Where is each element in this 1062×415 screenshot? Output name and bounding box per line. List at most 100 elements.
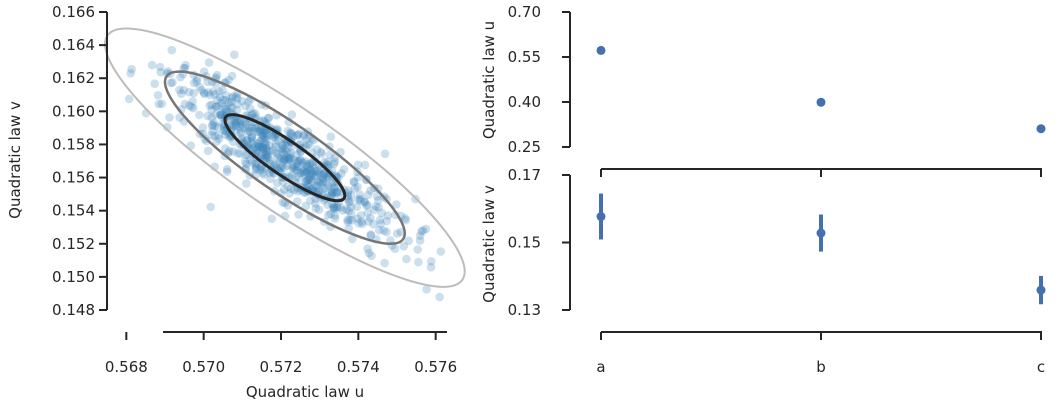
scatter-point	[199, 67, 209, 76]
scatter-point	[336, 203, 346, 212]
scatter-point	[203, 88, 213, 97]
scatter-point	[262, 143, 271, 153]
scatter-point	[376, 219, 386, 229]
scatter-point	[315, 178, 325, 187]
scatter-point	[179, 85, 188, 95]
scatter-point	[353, 214, 362, 223]
scatter-point	[353, 160, 363, 170]
scatter-point	[286, 153, 296, 163]
scatter-point	[283, 141, 293, 150]
v-by-category-panel: 0.17 0.15 0.13 a b c Quadratic law v	[480, 166, 1046, 376]
scatter-point	[303, 161, 312, 171]
scatter-point	[392, 229, 402, 238]
y-tick-label: 0.152	[52, 235, 95, 253]
scatter-point	[285, 153, 295, 163]
scatter-point	[262, 144, 271, 154]
scatter-point	[303, 139, 312, 149]
x-axis-title: Quadratic law u	[246, 383, 364, 401]
y-tick-label: 0.40	[508, 93, 541, 111]
scatter-point	[390, 244, 400, 253]
scatter-point	[280, 154, 290, 164]
scatter-point	[294, 162, 303, 171]
scatter-point	[181, 60, 190, 70]
scatter-point	[357, 217, 367, 226]
scatter-point	[347, 216, 357, 225]
scatter-point	[421, 224, 431, 234]
scatter-point	[231, 120, 241, 129]
scatter-point	[332, 187, 341, 197]
scatter-point	[236, 117, 246, 126]
scatter-point	[427, 257, 436, 266]
scatter-point	[212, 137, 221, 146]
scatter-point	[310, 163, 319, 173]
scatter-point	[280, 155, 290, 164]
scatter-point	[418, 226, 428, 235]
scatter-point	[214, 101, 223, 111]
scatter-point	[271, 139, 280, 148]
scatter-point	[127, 64, 136, 74]
scatter-point	[242, 159, 251, 168]
scatter-point	[257, 143, 267, 152]
scatter-point	[205, 90, 215, 100]
y-ticks: 0.148 0.150 0.152 0.154 0.156 0.158 0.160 0.162…	[52, 3, 107, 319]
scatter-point	[277, 140, 287, 149]
scatter-point	[210, 121, 219, 131]
scatter-point	[258, 125, 267, 135]
scatter-point	[348, 234, 357, 244]
scatter-point	[259, 170, 269, 180]
scatter-point	[218, 85, 227, 95]
u-y-ticks: 0.70 0.55 0.40 0.25	[508, 3, 570, 156]
scatter-point	[247, 133, 256, 143]
scatter-point	[258, 144, 267, 153]
scatter-point	[266, 174, 275, 184]
scatter-point	[290, 185, 299, 195]
scatter-point	[293, 157, 303, 166]
scatter-point	[208, 127, 217, 136]
scatter-point	[302, 134, 311, 144]
y-tick-label: 0.158	[52, 135, 95, 153]
scatter-point	[231, 92, 241, 102]
scatter-point	[269, 159, 279, 168]
scatter-point	[185, 101, 194, 110]
scatter-point	[206, 202, 215, 212]
scatter-point	[355, 190, 365, 199]
scatter-point	[218, 109, 227, 118]
scatter-point	[189, 78, 199, 88]
scatter-point	[312, 181, 322, 191]
scatter-point	[251, 124, 260, 133]
scatter-point	[265, 155, 275, 165]
scatter-point	[288, 132, 298, 141]
scatter-point	[278, 141, 288, 150]
scatter-point	[126, 69, 135, 78]
scatter-point	[283, 126, 293, 136]
scatter-point	[374, 225, 384, 235]
scatter-point	[311, 181, 321, 190]
scatter-point	[261, 140, 271, 149]
scatter-point	[279, 155, 289, 164]
scatter-point	[272, 178, 282, 188]
scatter-point	[175, 85, 184, 95]
scatter-point	[264, 152, 273, 162]
scatter-point	[294, 129, 304, 139]
scatter-point	[326, 191, 336, 200]
scatter-point	[240, 117, 250, 127]
scatter-point	[261, 134, 270, 143]
scatter-point	[251, 164, 261, 173]
scatter-point	[180, 99, 190, 109]
scatter-point	[436, 247, 446, 256]
scatter-point	[267, 130, 277, 140]
scatter-point	[233, 94, 242, 103]
scatter-point	[329, 202, 339, 211]
scatter-point	[277, 161, 287, 170]
scatter-point	[349, 177, 359, 186]
scatter-point	[371, 202, 381, 211]
scatter-point	[318, 176, 328, 185]
scatter-point	[236, 149, 245, 159]
ellipse-2sigma	[163, 70, 407, 246]
scatter-point	[268, 146, 278, 155]
scatter-point	[331, 188, 341, 197]
u-y-axis-title: Quadratic law u	[480, 21, 498, 139]
scatter-point	[282, 152, 292, 162]
scatter-point	[262, 131, 272, 141]
scatter-point	[257, 143, 267, 152]
